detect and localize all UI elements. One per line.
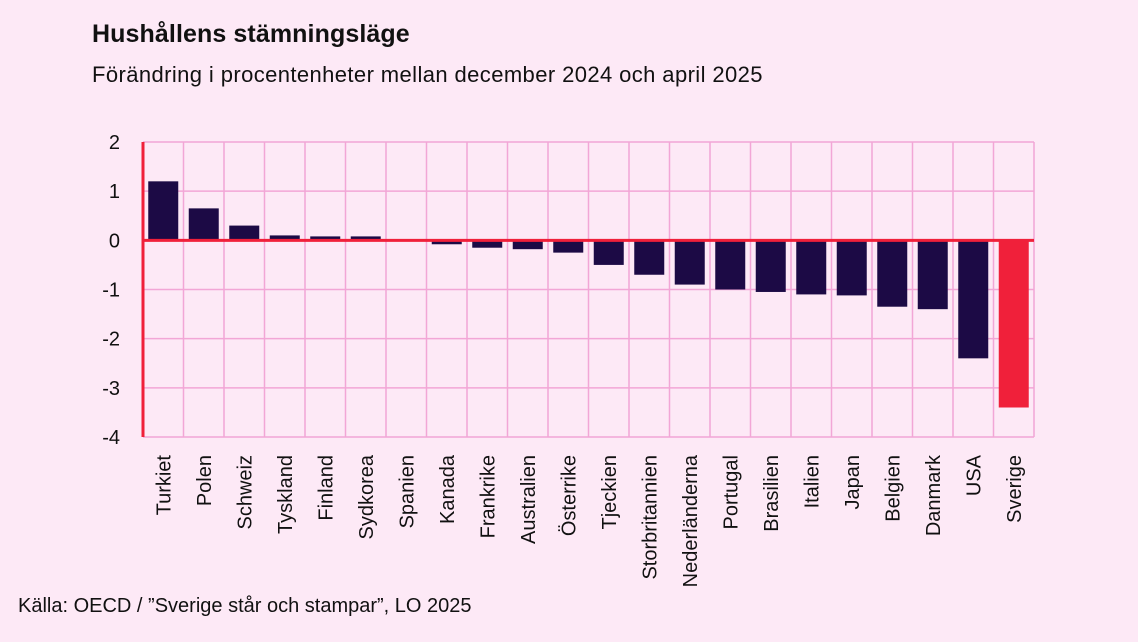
x-tick-label: Kanada xyxy=(437,454,459,524)
bar-österrike xyxy=(553,240,584,253)
y-tick-label: -3 xyxy=(102,378,120,400)
x-tick-label: Turkiet xyxy=(153,455,175,516)
bar-italien xyxy=(796,240,827,295)
bar-sydkorea xyxy=(350,236,381,241)
bar-brasilien xyxy=(755,240,786,292)
bar-japan xyxy=(836,240,867,296)
bar-danmark xyxy=(917,240,948,310)
x-tick-label: Australien xyxy=(518,455,540,544)
bar-tjeckien xyxy=(593,240,624,265)
bar-australien xyxy=(512,240,543,250)
source-note: Källa: OECD / ”Sverige står och stampar”… xyxy=(18,595,472,617)
bar-portugal xyxy=(715,240,746,290)
x-tick-label: Finland xyxy=(315,455,337,521)
chart-subtitle: Förändring i procentenheter mellan decem… xyxy=(92,62,763,87)
x-tick-label: Storbritannien xyxy=(639,455,661,580)
y-tick-label: 2 xyxy=(109,132,120,154)
y-tick-label: -2 xyxy=(102,329,120,351)
bar-usa xyxy=(958,240,989,359)
x-tick-label: Japan xyxy=(842,455,864,510)
chart-title: Hushållens stämningsläge xyxy=(92,20,410,48)
x-tick-labels: Turkiet Polen Schweiz Tyskland Finland Sydkor… xyxy=(153,454,1026,587)
x-tick-label: Portugal xyxy=(720,455,742,530)
x-tick-label: Sydkorea xyxy=(356,454,378,539)
x-tick-label: Tjeckien xyxy=(599,455,621,529)
x-tick-label: Spanien xyxy=(396,455,418,528)
x-tick-label: Schweiz xyxy=(234,455,256,529)
x-tick-label: Polen xyxy=(194,455,216,506)
bar-turkiet xyxy=(148,181,179,241)
bar-kanada xyxy=(431,240,462,245)
bar-frankrike xyxy=(472,240,503,248)
x-tick-label: Danmark xyxy=(923,454,945,536)
bar-polen xyxy=(188,208,219,241)
x-tick-label: Belgien xyxy=(882,455,904,522)
bar-tyskland xyxy=(269,235,300,241)
x-tick-label: Brasilien xyxy=(761,455,783,532)
x-tick-label: USA xyxy=(963,454,985,496)
x-tick-label: Nederländerna xyxy=(680,454,702,587)
y-tick-label: 1 xyxy=(109,181,120,203)
y-tick-label: -1 xyxy=(102,280,120,302)
bar-finland xyxy=(310,236,341,241)
bar-sverige xyxy=(998,240,1029,408)
x-tick-label: Frankrike xyxy=(477,455,499,538)
y-tick-label: 0 xyxy=(109,230,120,252)
axes xyxy=(141,142,1034,437)
bars xyxy=(148,181,1029,408)
y-tick-labels: 2 1 0 -1 -2 -3 -4 xyxy=(102,132,120,449)
x-tick-label: Italien xyxy=(801,455,823,508)
bar-storbritannien xyxy=(634,240,665,275)
bar-belgien xyxy=(877,240,908,307)
y-tick-label: -4 xyxy=(102,427,120,449)
x-tick-label: Tyskland xyxy=(275,455,297,534)
x-tick-label: Österrike xyxy=(558,455,580,536)
x-tick-label: Sverige xyxy=(1004,455,1026,523)
bar-nederländerna xyxy=(674,240,705,285)
bar-schweiz xyxy=(229,225,260,241)
